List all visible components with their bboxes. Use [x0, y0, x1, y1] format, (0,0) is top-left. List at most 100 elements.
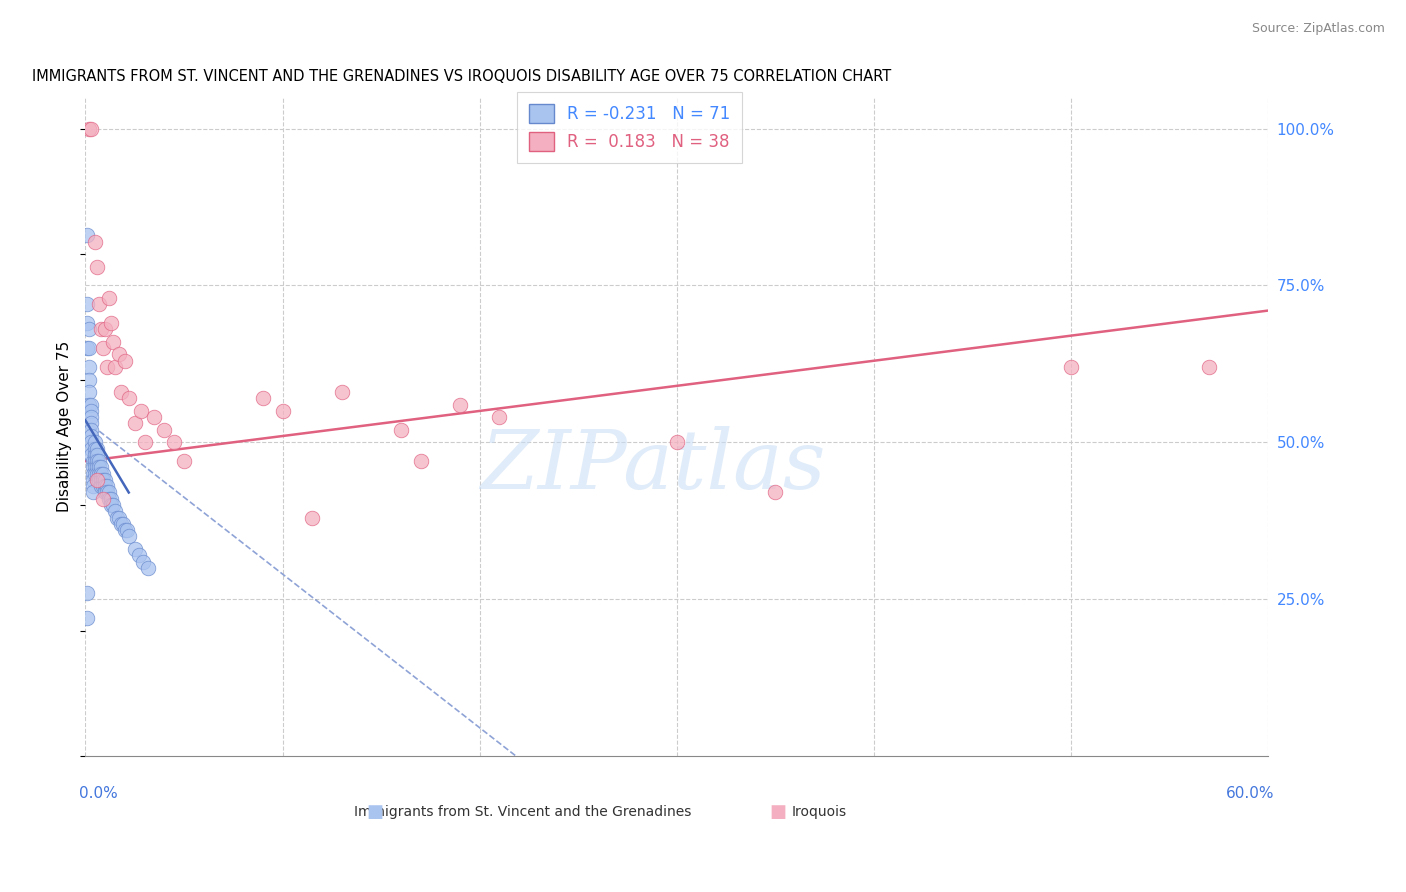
Point: [90, 479, 112, 493]
Point: [82, 479, 104, 493]
Point: [90, 473, 112, 487]
Point: [76, 611, 98, 625]
Point: [1060, 359, 1083, 374]
Point: [105, 510, 128, 524]
Text: 60.0%: 60.0%: [1226, 786, 1274, 801]
Point: [89, 297, 111, 311]
Point: [82, 473, 104, 487]
Point: [104, 359, 127, 374]
Point: [89, 454, 111, 468]
Point: [115, 523, 138, 537]
Point: [82, 467, 104, 481]
Point: [124, 541, 146, 556]
Point: [89, 460, 111, 475]
Point: [91, 341, 114, 355]
Point: [301, 510, 323, 524]
Point: [79, 373, 101, 387]
Point: [86, 448, 108, 462]
Point: [114, 523, 136, 537]
Point: [94, 322, 117, 336]
Point: [82, 454, 104, 468]
Point: [94, 479, 117, 493]
Point: [76, 341, 98, 355]
Point: [100, 498, 122, 512]
Point: [118, 529, 141, 543]
Point: [96, 485, 118, 500]
Point: [84, 454, 107, 468]
Point: [76, 586, 98, 600]
Point: [100, 491, 122, 506]
Text: ■: ■: [367, 804, 384, 822]
Point: [76, 316, 98, 330]
Point: [101, 334, 124, 349]
Point: [79, 385, 101, 400]
Point: [91, 467, 114, 481]
Point: [90, 467, 112, 481]
Point: [80, 429, 103, 443]
Point: [84, 467, 107, 481]
Point: [91, 473, 114, 487]
Point: [98, 291, 121, 305]
Point: [80, 121, 103, 136]
Text: 0.0%: 0.0%: [80, 786, 118, 801]
Point: [389, 423, 412, 437]
Text: ZIPatlas: ZIPatlas: [481, 426, 825, 506]
Point: [124, 417, 146, 431]
Point: [98, 491, 121, 506]
Text: IMMIGRANTS FROM ST. VINCENT AND THE GRENADINES VS IROQUOIS DISABILITY AGE OVER 7: IMMIGRANTS FROM ST. VINCENT AND THE GREN…: [32, 69, 891, 84]
Point: [131, 554, 153, 568]
Point: [79, 322, 101, 336]
Point: [138, 561, 160, 575]
Point: [252, 392, 274, 406]
Point: [84, 460, 107, 475]
Point: [84, 442, 107, 456]
Point: [96, 479, 118, 493]
Point: [143, 410, 166, 425]
Point: [76, 228, 98, 243]
Point: [488, 410, 510, 425]
Point: [153, 423, 176, 437]
Point: [86, 460, 108, 475]
Point: [108, 347, 131, 361]
Point: [79, 341, 101, 355]
Text: Immigrants from St. Vincent and the Grenadines: Immigrants from St. Vincent and the Gren…: [354, 805, 692, 820]
Point: [96, 359, 118, 374]
Point: [80, 417, 103, 431]
Legend: R = -0.231   N = 71, R =  0.183   N = 38: R = -0.231 N = 71, R = 0.183 N = 38: [517, 93, 742, 162]
Point: [84, 448, 107, 462]
Point: [110, 385, 132, 400]
Point: [80, 404, 103, 418]
Point: [110, 516, 132, 531]
Point: [94, 485, 117, 500]
Point: [163, 435, 186, 450]
Point: [134, 435, 156, 450]
Point: [449, 398, 471, 412]
Point: [89, 473, 111, 487]
Point: [80, 435, 103, 450]
Point: [114, 353, 136, 368]
Point: [129, 404, 152, 418]
Point: [91, 491, 114, 506]
Point: [86, 454, 108, 468]
Point: [86, 260, 108, 274]
Point: [665, 435, 688, 450]
Point: [94, 473, 117, 487]
Point: [86, 442, 108, 456]
Point: [91, 479, 114, 493]
Point: [90, 460, 112, 475]
Text: ■: ■: [769, 804, 786, 822]
Point: [108, 510, 131, 524]
Point: [82, 485, 104, 500]
Point: [82, 460, 104, 475]
Point: [86, 467, 108, 481]
Point: [84, 435, 107, 450]
Point: [118, 392, 141, 406]
Point: [111, 516, 134, 531]
Point: [79, 398, 101, 412]
Point: [128, 548, 150, 562]
Point: [100, 316, 122, 330]
Point: [409, 454, 432, 468]
Point: [173, 454, 195, 468]
Point: [271, 404, 294, 418]
Point: [90, 322, 112, 336]
